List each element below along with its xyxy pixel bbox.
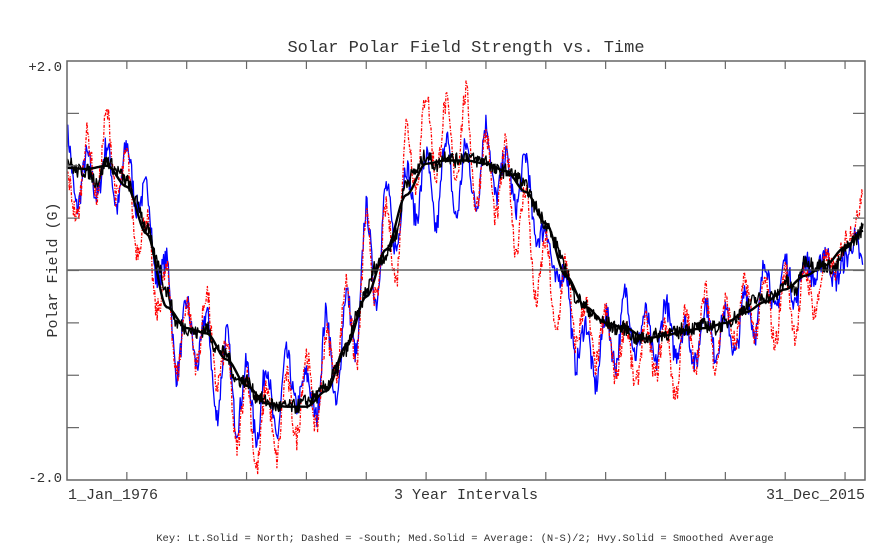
series-average-n-s bbox=[66, 149, 864, 414]
y-axis-label: Polar Field (G) bbox=[45, 202, 62, 337]
y-tick-label-top: +2.0 bbox=[28, 60, 62, 76]
y-tick-label-bottom: -2.0 bbox=[28, 471, 62, 487]
x-axis-label: 3 Year Intervals bbox=[394, 487, 538, 504]
axis-ticks bbox=[67, 61, 865, 480]
x-end-label: 31_Dec_2015 bbox=[766, 487, 865, 504]
series-south bbox=[66, 80, 864, 475]
legend-key: Key: Lt.Solid = North; Dashed = -South; … bbox=[156, 533, 774, 545]
series-smoothed-average bbox=[66, 159, 864, 408]
x-start-label: 1_Jan_1976 bbox=[68, 487, 158, 504]
chart-title: Solar Polar Field Strength vs. Time bbox=[287, 39, 644, 58]
series-north bbox=[66, 114, 864, 448]
plot-series bbox=[66, 80, 864, 475]
